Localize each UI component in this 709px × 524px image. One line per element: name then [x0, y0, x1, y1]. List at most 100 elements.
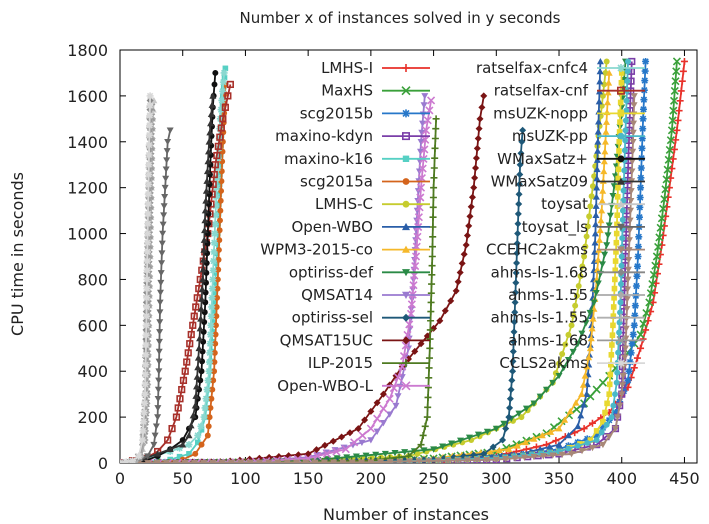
series-point [409, 281, 418, 290]
series-point [615, 166, 622, 173]
series-point [415, 458, 423, 463]
series-point [141, 399, 149, 407]
series-point [641, 77, 649, 85]
series-point [630, 321, 638, 329]
series-point [394, 393, 402, 400]
series-point [413, 232, 422, 241]
series-point [154, 386, 162, 394]
legend-marker [617, 223, 625, 231]
legend-label: maxino-kdyn [275, 127, 373, 145]
series-point [577, 273, 584, 280]
series-point [210, 248, 218, 256]
series-point [595, 118, 603, 125]
series-point [425, 374, 433, 382]
series-point [646, 289, 655, 298]
series-point [515, 410, 523, 417]
series-point [203, 177, 211, 184]
series-point [163, 157, 171, 164]
series-point [430, 184, 438, 192]
series-point [589, 315, 597, 322]
series-point [159, 230, 167, 238]
series-point [302, 459, 310, 463]
series-point [604, 98, 612, 106]
series-point [593, 266, 601, 273]
series-point [492, 456, 500, 463]
series-point [590, 299, 598, 306]
series-point [217, 152, 224, 158]
series-point [635, 213, 643, 221]
series-point [200, 256, 208, 263]
y-tick-label: 1400 [67, 133, 108, 152]
series-point [341, 445, 350, 454]
series-point [423, 413, 431, 421]
series-point [592, 290, 600, 297]
series-point [656, 223, 665, 232]
series-point [207, 321, 215, 329]
series-point [197, 305, 205, 312]
legend-label: ratselfax-cnf [494, 82, 589, 100]
series-point [611, 409, 619, 417]
legend-label: ahms-1.55 [508, 286, 588, 304]
y-tick-label: 1600 [67, 87, 108, 106]
legend-label: ahms-ls-1.55 [491, 309, 588, 327]
series-point [339, 459, 347, 463]
series-point [561, 416, 569, 423]
series-point [617, 99, 624, 106]
series-point [198, 441, 205, 448]
series-point [431, 144, 439, 152]
series-point [621, 147, 628, 154]
series-point [612, 267, 619, 274]
series-point [670, 145, 678, 153]
series-point [618, 70, 625, 76]
series-point [549, 452, 557, 459]
series-point [196, 325, 204, 332]
legend-marker [402, 109, 410, 118]
series-point [521, 454, 529, 461]
series-point [208, 395, 215, 402]
x-axis-label: Number of instances [323, 505, 489, 524]
series-point [430, 174, 438, 182]
series-point [220, 69, 228, 77]
series-point [192, 303, 200, 311]
series-point [419, 120, 427, 127]
series-point [510, 328, 518, 336]
series-point [211, 230, 219, 238]
series-point [614, 194, 621, 200]
series-point [624, 68, 631, 75]
series-point [599, 424, 607, 432]
series-point [660, 195, 669, 204]
series-point [614, 414, 622, 421]
series-point [586, 344, 594, 352]
series-point [595, 98, 603, 105]
series-point [599, 187, 607, 194]
series-point [538, 431, 546, 439]
series-point [320, 459, 328, 463]
x-tick-label: 150 [293, 469, 324, 488]
series-point [586, 309, 594, 317]
series-point [424, 403, 432, 411]
series-point [564, 431, 572, 439]
series-point [608, 352, 615, 358]
legend-label: WMaxSatz09 [491, 173, 588, 191]
series-point [161, 184, 169, 192]
series-point [555, 425, 563, 432]
series-point [212, 322, 219, 329]
series-point [618, 262, 625, 269]
series-point [207, 312, 215, 320]
series-point [216, 191, 223, 198]
series-point [508, 376, 516, 384]
series-point [599, 441, 607, 449]
series-point [139, 427, 147, 435]
series-point [338, 433, 346, 441]
series-point [184, 349, 192, 357]
series-point [588, 325, 596, 332]
series-point [176, 444, 184, 452]
series-point [492, 425, 500, 433]
series-point [618, 382, 626, 389]
series-point [194, 431, 202, 439]
series-point [350, 438, 359, 447]
series-point [633, 354, 641, 362]
series-point [592, 220, 600, 228]
series-point [352, 453, 360, 460]
series-point [417, 174, 426, 183]
